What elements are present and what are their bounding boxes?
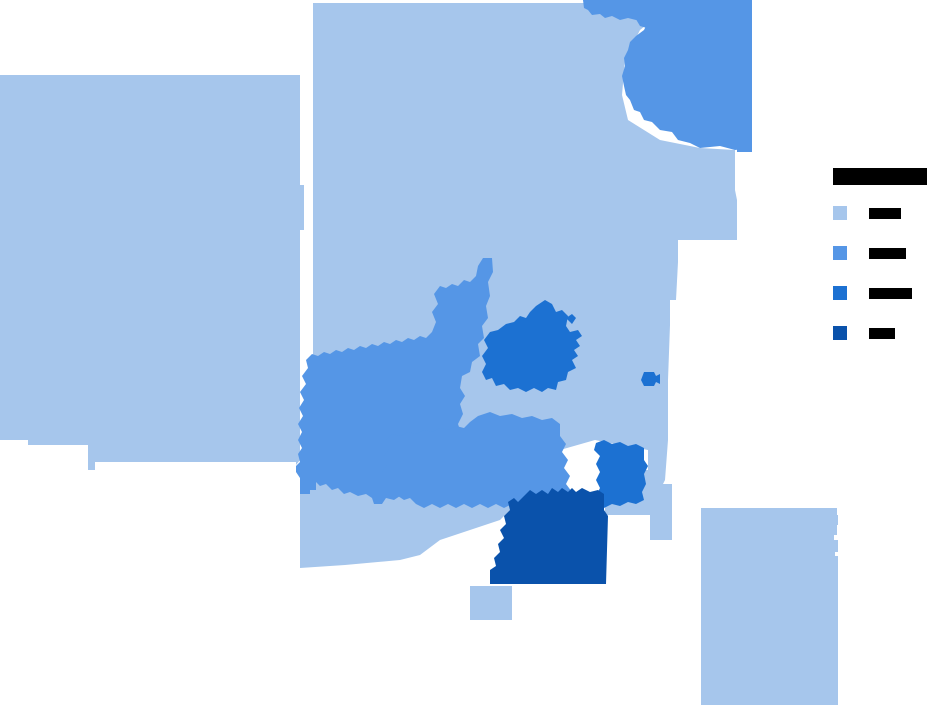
region-ne-sliver[interactable]: [737, 146, 752, 152]
legend-item-1[interactable]: [833, 206, 927, 220]
region-s-small-box[interactable]: [470, 586, 512, 620]
region-central-south[interactable]: [382, 412, 572, 508]
legend-label-redacted-4: [869, 327, 895, 339]
legend-label-redacted-2: [869, 247, 906, 259]
region-core-urban[interactable]: [482, 300, 582, 392]
legend-item-4[interactable]: [833, 326, 927, 340]
region-se-inset-block[interactable]: [701, 508, 838, 705]
legend-items: [833, 206, 927, 340]
legend-label-redacted-3: [869, 287, 912, 299]
legend-swatch-tier-2: [833, 246, 847, 260]
legend-item-2[interactable]: [833, 246, 927, 260]
region-w-block[interactable]: [28, 250, 300, 470]
region-south-core[interactable]: [490, 488, 608, 584]
legend-label-redacted-1: [869, 207, 901, 219]
map-legend: [833, 168, 927, 366]
region-ne-upper[interactable]: [583, 0, 752, 150]
legend-swatch-tier-4: [833, 326, 847, 340]
legend-title-redacted: [833, 168, 927, 185]
region-east-enclave[interactable]: [641, 372, 660, 386]
region-se-inset-sliver[interactable]: [831, 515, 838, 552]
region-southeast-city[interactable]: [594, 440, 648, 508]
legend-swatch-tier-1: [833, 206, 847, 220]
legend-swatch-tier-3: [833, 286, 847, 300]
region-e-strip[interactable]: [650, 484, 672, 540]
region-small-west-box[interactable]: [300, 465, 316, 494]
legend-item-3[interactable]: [833, 286, 927, 300]
